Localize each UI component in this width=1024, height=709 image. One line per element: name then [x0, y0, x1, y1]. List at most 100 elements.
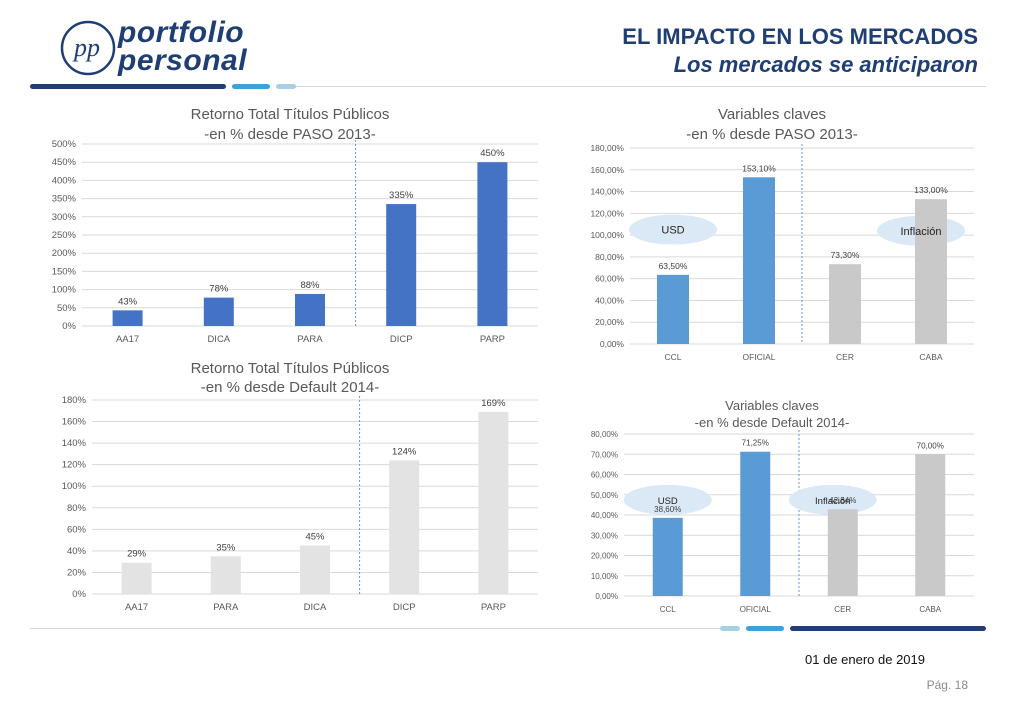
- y-tick-label: 160%: [62, 417, 87, 428]
- chart-variables-default: Variables claves -en % desde Default 201…: [552, 398, 992, 620]
- y-tick-label: 200%: [52, 248, 77, 259]
- chart-title: Retorno Total Títulos Públicos: [190, 106, 390, 123]
- logo-line2: personal: [118, 44, 248, 77]
- y-tick-label: 20,00%: [595, 317, 624, 327]
- x-tick-label: CER: [834, 605, 851, 614]
- y-tick-label: 0,00%: [600, 339, 625, 349]
- data-label: 29%: [127, 549, 147, 560]
- bar-dica: [300, 545, 330, 594]
- chart-title: Variables claves: [725, 398, 819, 413]
- chart-retorno-paso: Retorno Total Títulos Públicos -en % des…: [30, 104, 550, 354]
- chart-svg: 0% 50% 100% 150% 200% 250% 300% 350% 400% 450% 500…: [52, 139, 538, 345]
- bar-para: [295, 293, 325, 326]
- header-bar-dark: [30, 84, 226, 89]
- y-tick-label: 0,00%: [595, 592, 618, 601]
- data-label: 35%: [216, 542, 236, 553]
- bar-oficial: [743, 177, 775, 344]
- bar-cer: [827, 509, 858, 596]
- pp-monogram-icon: pp: [60, 20, 116, 76]
- y-tick-label: 80,00%: [591, 430, 618, 439]
- data-label: 43%: [118, 296, 138, 307]
- y-tick-label: 40%: [67, 546, 87, 557]
- bubble-label: Inflación: [815, 496, 850, 507]
- data-label: 124%: [392, 446, 417, 457]
- bar-para: [210, 556, 241, 594]
- footer-bar-mid: [746, 626, 784, 631]
- x-tick-label: CABA: [919, 352, 942, 362]
- bar-ccl: [652, 517, 683, 596]
- bubble-label: USD: [661, 225, 684, 237]
- chart-subtitle: -en % desde Default 2014-: [200, 379, 380, 396]
- bubble-inflación: [788, 484, 877, 515]
- data-label: 42,84%: [829, 496, 856, 505]
- y-tick-label: 20%: [67, 567, 87, 578]
- y-tick-label: 70,00%: [591, 450, 618, 459]
- y-tick-label: 0%: [72, 589, 86, 600]
- data-label: 63,50%: [659, 261, 688, 271]
- y-tick-label: 180,00%: [590, 143, 624, 153]
- bubble-label: Inflación: [901, 226, 942, 238]
- y-tick-label: 60%: [67, 524, 87, 535]
- x-tick-label: CCL: [664, 352, 681, 362]
- y-tick-label: 150%: [52, 266, 77, 277]
- bar-aa17: [121, 562, 152, 594]
- bar-cer: [829, 264, 861, 344]
- y-tick-label: 500%: [52, 139, 77, 150]
- data-label: 38,60%: [654, 505, 681, 514]
- portfolio-personal-logo: pp portfolio personal: [58, 16, 248, 80]
- header-divider-line: [296, 86, 986, 87]
- data-label: 78%: [209, 284, 229, 295]
- y-tick-label: 140%: [62, 438, 87, 449]
- x-tick-label: CER: [836, 352, 854, 362]
- y-tick-label: 120%: [62, 460, 87, 471]
- page-number: Pág. 18: [926, 678, 968, 692]
- y-tick-label: 100%: [62, 481, 87, 492]
- x-tick-label: CCL: [660, 605, 677, 614]
- page-subtitle: Los mercados se anticiparon: [673, 52, 978, 77]
- footer-bar-light: [720, 626, 740, 631]
- x-tick-label: PARP: [481, 602, 506, 613]
- bubble-usd: [623, 484, 712, 515]
- y-tick-label: 10,00%: [591, 572, 618, 581]
- y-tick-label: 120,00%: [590, 208, 624, 218]
- chart-svg: 0,00% 20,00% 40,00% 60,00% 80,00% 100,00% 120,…: [590, 143, 974, 362]
- x-tick-label: OFICIAL: [742, 352, 775, 362]
- y-tick-label: 180%: [62, 395, 87, 406]
- bar-parp: [477, 162, 508, 326]
- data-label: 71,25%: [742, 439, 769, 448]
- data-label: 450%: [480, 148, 505, 159]
- x-tick-label: PARA: [297, 334, 323, 345]
- bar-caba: [915, 454, 946, 596]
- chart-svg: 0% 20% 40% 60% 80% 100% 120% 140% 160% 180% 29% AA1…: [62, 395, 538, 613]
- y-tick-label: 160,00%: [590, 165, 624, 175]
- data-label: 45%: [305, 532, 325, 543]
- y-tick-label: 250%: [52, 230, 77, 241]
- bar-ccl: [657, 274, 689, 344]
- y-tick-label: 80%: [67, 503, 87, 514]
- footer-bar-dark: [790, 626, 986, 631]
- bar-dicp: [386, 204, 417, 326]
- y-tick-label: 30,00%: [591, 531, 618, 540]
- date-label: 01 de enero de 2019: [805, 652, 925, 667]
- y-tick-label: 0%: [62, 321, 76, 332]
- bubble-usd: [629, 214, 717, 245]
- y-tick-label: 40,00%: [591, 511, 618, 520]
- bar-oficial: [740, 451, 771, 596]
- x-tick-label: DICA: [207, 334, 230, 345]
- x-tick-label: AA17: [116, 334, 139, 345]
- bar-dicp: [389, 460, 420, 594]
- y-tick-label: 60,00%: [595, 274, 624, 284]
- data-label: 169%: [481, 398, 506, 409]
- bar-parp: [478, 411, 509, 594]
- y-tick-label: 40,00%: [595, 295, 624, 305]
- x-tick-label: PARA: [213, 602, 239, 613]
- bubble-label: USD: [658, 496, 678, 507]
- chart-title: Variables claves: [717, 106, 827, 123]
- y-tick-label: 350%: [52, 194, 77, 205]
- data-label: 88%: [300, 280, 320, 291]
- y-tick-label: 140,00%: [590, 187, 624, 197]
- footer-divider-line: [30, 628, 720, 629]
- bar-caba: [915, 199, 947, 344]
- data-label: 133,00%: [914, 185, 948, 195]
- y-tick-label: 100%: [52, 285, 77, 296]
